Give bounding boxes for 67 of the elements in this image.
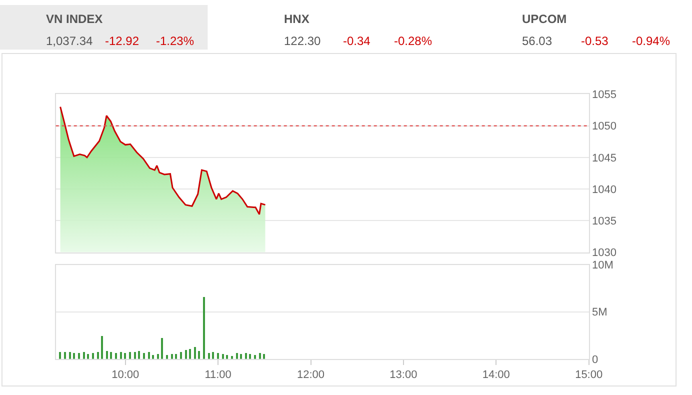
text: HNX xyxy=(284,12,310,26)
bar xyxy=(262,354,265,359)
bar xyxy=(170,354,173,359)
y-tick-label: 1035 xyxy=(592,215,617,228)
bar xyxy=(212,352,214,359)
text: -0.94% xyxy=(632,34,670,48)
y-tick-label: 5M xyxy=(592,306,608,319)
bar xyxy=(160,338,163,359)
bar xyxy=(100,336,103,359)
bar xyxy=(188,348,191,359)
text: -12.92 xyxy=(105,34,140,48)
text: VN INDEX xyxy=(46,12,103,26)
text: -0.28% xyxy=(394,34,432,48)
bar xyxy=(248,354,251,359)
text: 56.03 xyxy=(522,34,552,48)
text: UPCOM xyxy=(522,12,567,26)
bar xyxy=(106,350,108,359)
bar xyxy=(236,352,238,359)
bar xyxy=(208,352,210,359)
bar xyxy=(148,352,150,359)
bar xyxy=(198,350,200,359)
bar xyxy=(58,352,61,359)
y-tick-label: 1045 xyxy=(592,152,617,164)
y-tick-label: 1040 xyxy=(592,184,617,196)
bar xyxy=(78,352,80,359)
bar xyxy=(258,352,261,359)
bar xyxy=(64,352,66,359)
bar xyxy=(156,354,159,359)
y-tick-label: 1030 xyxy=(592,247,617,260)
bar xyxy=(124,352,126,359)
bar xyxy=(202,296,205,359)
y-tick-label: 1050 xyxy=(592,120,617,133)
text: -0.53 xyxy=(581,34,609,48)
bar xyxy=(86,354,89,359)
bar xyxy=(128,352,131,359)
bar xyxy=(240,354,242,359)
x-tick-label: 15:00 xyxy=(575,369,603,382)
bar xyxy=(114,352,117,359)
text: 1,037.34 xyxy=(46,34,94,48)
text: -1.23% xyxy=(156,34,194,48)
bar xyxy=(142,352,145,359)
bar xyxy=(82,352,85,359)
bar xyxy=(120,352,122,359)
bar xyxy=(134,352,136,359)
bar xyxy=(96,352,99,359)
bar xyxy=(72,352,75,359)
y-tick-label: 1055 xyxy=(592,89,617,102)
bar xyxy=(174,354,177,359)
bar xyxy=(68,352,71,359)
text: -0.34 xyxy=(343,34,371,48)
x-tick-label: 12:00 xyxy=(296,369,325,382)
bar xyxy=(92,352,94,359)
bar xyxy=(222,354,224,359)
bar xyxy=(180,352,182,359)
y-tick-label: 0 xyxy=(592,354,598,366)
bar xyxy=(216,352,219,359)
bar xyxy=(138,350,140,359)
x-tick-label: 11:00 xyxy=(204,369,232,382)
text: 122.30 xyxy=(284,34,322,48)
bar xyxy=(184,350,187,359)
bar xyxy=(110,352,112,359)
y-tick-label: 10M xyxy=(592,260,614,272)
bar xyxy=(194,346,196,359)
x-tick-label: 10:00 xyxy=(112,369,140,382)
x-tick-label: 14:00 xyxy=(482,369,510,382)
bar xyxy=(244,352,247,359)
x-tick-label: 13:00 xyxy=(390,369,418,382)
